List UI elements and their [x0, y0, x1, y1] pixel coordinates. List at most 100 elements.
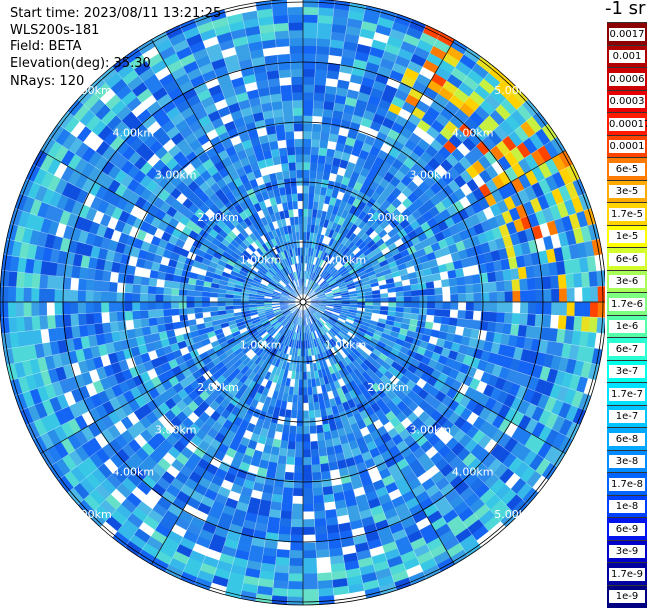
- ppi-cell: [278, 147, 288, 157]
- ppi-cell: [302, 581, 319, 590]
- ppi-cell: [566, 287, 576, 303]
- ppi-cell: [312, 487, 324, 497]
- ppi-cell: [597, 301, 605, 319]
- ppi-cell: [448, 277, 458, 287]
- ppi-cell: [297, 192, 304, 202]
- colorbar-tick-label: 0.0017: [609, 27, 645, 41]
- ppi-cell: [411, 307, 420, 315]
- ppi-cell: [170, 308, 180, 317]
- ppi-cell: [302, 29, 318, 39]
- ppi-cell: [288, 565, 304, 575]
- ppi-cell: [162, 308, 172, 317]
- ppi-cell: [291, 91, 304, 101]
- range-label: 2.00km: [367, 381, 409, 394]
- ppi-cell: [557, 315, 568, 330]
- ppi-cell: [317, 14, 334, 25]
- ppi-cell: [558, 287, 568, 303]
- ppi-cell: [296, 410, 304, 419]
- colorbar-swatch: 1e-7: [607, 404, 647, 428]
- ppi-cell: [290, 526, 304, 536]
- ppi-cell: [284, 130, 295, 140]
- ppi-cell: [69, 301, 79, 315]
- instrument-name: WLS200s-181: [10, 22, 100, 38]
- ppi-cell: [284, 123, 295, 133]
- ppi-cell: [290, 76, 304, 85]
- ppi-cell: [551, 301, 560, 316]
- ppi-cell: [311, 471, 322, 481]
- colorbar-swatch: 6e-7: [607, 337, 647, 360]
- colorbar-tick-label: 1e-6: [609, 320, 645, 334]
- ppi-cell: [302, 138, 312, 147]
- ppi-cell: [292, 495, 304, 505]
- ppi-cell: [293, 130, 304, 140]
- ppi-cell: [302, 565, 318, 575]
- colorbar-swatch: 0.0006: [607, 67, 647, 90]
- colorbar-tick-label: 6e-9: [609, 522, 645, 536]
- ppi-cell: [30, 287, 40, 303]
- ppi-cell: [132, 318, 142, 330]
- ppi-cell: [302, 395, 309, 404]
- ppi-cell: [287, 581, 304, 590]
- ppi-cell: [565, 273, 575, 289]
- ppi-cell: [302, 177, 310, 186]
- ppi-cell: [277, 455, 287, 465]
- ppi-cell: [288, 37, 304, 47]
- ppi-cell: [209, 301, 218, 308]
- ppi-cell: [288, 22, 304, 31]
- ppi-cell: [131, 292, 141, 303]
- ppi-cell: [124, 319, 135, 331]
- colorbar-tick-label: 1.7e-9: [609, 567, 645, 581]
- ppi-cell: [290, 68, 304, 78]
- ppi-cell: [23, 287, 32, 303]
- ppi-cell: [372, 301, 382, 307]
- ppi-cell: [396, 301, 405, 308]
- ppi-cell: [287, 588, 304, 598]
- ppi-cell: [312, 107, 324, 117]
- ppi-cell: [302, 169, 311, 178]
- ppi-cell: [588, 316, 599, 334]
- ppi-cell: [46, 288, 55, 303]
- ppi-cell: [542, 275, 552, 290]
- range-label: 4.00km: [452, 126, 494, 139]
- nrays-text: NRays: 120: [10, 74, 85, 89]
- ppi-cell: [281, 99, 294, 109]
- ppi-cell: [92, 301, 102, 314]
- ppi-cell: [69, 289, 79, 303]
- ppi-cell: [288, 425, 297, 435]
- ppi-cell: [543, 288, 552, 303]
- ppi-cell: [295, 426, 304, 435]
- ppi-cell: [551, 288, 560, 303]
- ppi-cell: [566, 301, 576, 317]
- ppi-cell: [290, 519, 304, 528]
- ppi-cell: [54, 275, 64, 290]
- ppi-cell: [302, 379, 308, 388]
- ppi-cell: [282, 487, 294, 497]
- ppi-cell: [273, 22, 290, 32]
- ppi-cell: [596, 317, 605, 334]
- ppi-cell: [302, 596, 320, 606]
- ppi-cell: [100, 311, 110, 324]
- ppi-cell: [186, 307, 195, 315]
- ppi-cell: [85, 279, 95, 292]
- ppi-cell: [291, 84, 304, 93]
- ppi-cell: [388, 296, 397, 303]
- ppi-cell: [285, 456, 296, 466]
- ppi-cell: [292, 107, 304, 116]
- ppi-cell: [302, 53, 317, 62]
- ppi-cell: [472, 283, 482, 294]
- ppi-cell: [573, 315, 583, 332]
- ppi-cell: [162, 294, 172, 303]
- ppi-cell: [309, 169, 318, 179]
- ppi-cell: [69, 277, 80, 291]
- colorbar-swatch: 0.0003: [607, 89, 647, 113]
- ppi-cell: [458, 301, 467, 311]
- colorbar-swatch: 1e-9: [607, 584, 647, 608]
- ppi-cell: [372, 297, 382, 303]
- ppi-cell: [527, 289, 537, 303]
- ppi-cell: [289, 53, 304, 62]
- ppi-cell: [574, 301, 583, 317]
- ppi-cell: [456, 276, 466, 286]
- ppi-cell: [30, 301, 40, 317]
- ppi-cell: [302, 130, 313, 140]
- ppi-cell: [302, 550, 317, 559]
